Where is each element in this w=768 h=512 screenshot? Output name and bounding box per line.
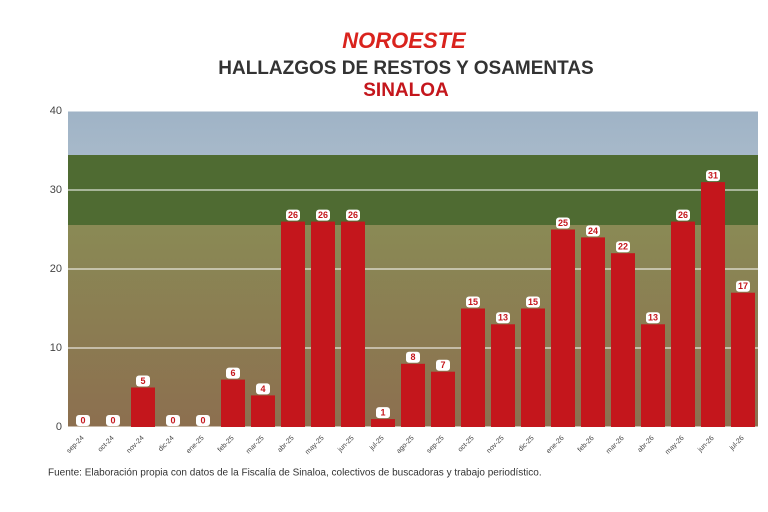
value-label-box bbox=[106, 415, 120, 426]
bar bbox=[281, 221, 305, 427]
value-label: 26 bbox=[318, 210, 328, 220]
x-tick-label: abr-25 bbox=[276, 435, 295, 454]
x-tick-label: ago-25 bbox=[395, 435, 415, 455]
bar bbox=[701, 182, 725, 427]
value-label-box bbox=[406, 351, 420, 363]
value-label: 0 bbox=[80, 415, 85, 425]
value-label-box bbox=[496, 312, 510, 324]
x-tick-label: jul-26 bbox=[728, 435, 746, 453]
x-tick-label: abr-26 bbox=[636, 435, 655, 454]
x-tick-label: mar-26 bbox=[605, 435, 626, 456]
x-tick-label: jun-25 bbox=[336, 435, 355, 454]
value-label-box bbox=[586, 225, 600, 237]
bar bbox=[521, 308, 545, 427]
bar bbox=[311, 221, 335, 427]
x-tick-label: jul-25 bbox=[368, 435, 386, 453]
y-tick-label: 0 bbox=[56, 421, 62, 433]
x-tick-label: dic-24 bbox=[157, 435, 176, 454]
x-tick-label: mar-25 bbox=[245, 435, 266, 456]
value-label: 6 bbox=[230, 368, 235, 378]
value-label-box bbox=[136, 375, 150, 387]
chart-title: HALLAZGOS DE RESTOS Y OSAMENTAS bbox=[218, 58, 593, 79]
value-label: 26 bbox=[678, 210, 688, 220]
value-label: 15 bbox=[528, 297, 538, 307]
x-tick-label: oct-24 bbox=[97, 435, 116, 454]
chart-subtitle: SINALOA bbox=[363, 80, 449, 101]
value-label: 15 bbox=[468, 297, 478, 307]
value-label: 22 bbox=[618, 242, 628, 252]
y-tick-label: 40 bbox=[50, 105, 62, 117]
value-label-box bbox=[436, 359, 450, 371]
bar bbox=[581, 237, 605, 427]
value-label-box bbox=[736, 280, 750, 292]
value-label: 1 bbox=[380, 407, 385, 417]
bar bbox=[551, 229, 575, 427]
bar bbox=[371, 419, 395, 427]
bar bbox=[491, 324, 515, 427]
value-label: 31 bbox=[708, 170, 718, 180]
y-tick-label: 30 bbox=[50, 184, 62, 196]
value-label: 26 bbox=[348, 210, 358, 220]
x-tick-label: oct-25 bbox=[457, 435, 476, 454]
bar bbox=[131, 387, 155, 427]
bar bbox=[431, 371, 455, 427]
x-tick-label: jun-26 bbox=[696, 435, 715, 454]
brand-logo: NOROESTE bbox=[342, 28, 467, 53]
x-tick-label: ene-26 bbox=[545, 435, 565, 455]
value-label-box bbox=[316, 209, 330, 221]
value-label: 8 bbox=[410, 352, 415, 362]
x-tick-label: feb-25 bbox=[217, 435, 236, 454]
x-tick-label: sep-24 bbox=[66, 435, 86, 455]
value-label-box bbox=[676, 209, 690, 221]
value-label-box bbox=[616, 241, 630, 253]
value-label: 5 bbox=[140, 376, 145, 386]
value-label: 24 bbox=[588, 226, 598, 236]
bar bbox=[671, 221, 695, 427]
value-label: 25 bbox=[558, 218, 568, 228]
value-label: 0 bbox=[200, 415, 205, 425]
x-tick-label: may-25 bbox=[304, 435, 326, 457]
value-label-box bbox=[226, 367, 240, 379]
x-tick-label: feb-26 bbox=[577, 435, 596, 454]
y-tick-label: 10 bbox=[50, 342, 62, 354]
bar bbox=[731, 292, 755, 427]
value-label: 7 bbox=[440, 360, 445, 370]
value-label: 17 bbox=[738, 281, 748, 291]
value-label-box bbox=[256, 383, 270, 395]
x-tick-label: ene-25 bbox=[185, 435, 205, 455]
value-label: 0 bbox=[110, 415, 115, 425]
value-label: 13 bbox=[648, 313, 658, 323]
value-label-box bbox=[76, 415, 90, 426]
x-tick-label: may-26 bbox=[664, 435, 686, 457]
x-tick-label: nov-24 bbox=[126, 435, 146, 455]
value-label-box bbox=[646, 312, 660, 324]
value-label: 0 bbox=[170, 415, 175, 425]
x-tick-label: dic-25 bbox=[517, 435, 536, 454]
value-label: 13 bbox=[498, 313, 508, 323]
value-label-box bbox=[556, 217, 570, 229]
value-label-box bbox=[346, 209, 360, 221]
value-label-box bbox=[166, 415, 180, 426]
x-tick-label: sep-25 bbox=[426, 435, 446, 455]
bar bbox=[461, 308, 485, 427]
bar bbox=[251, 395, 275, 427]
bar bbox=[641, 324, 665, 427]
y-tick-label: 20 bbox=[50, 263, 62, 275]
bar bbox=[341, 221, 365, 427]
value-label-box bbox=[376, 407, 390, 419]
bar bbox=[611, 253, 635, 427]
value-label: 26 bbox=[288, 210, 298, 220]
x-tick-label: nov-25 bbox=[486, 435, 506, 455]
value-label-box bbox=[196, 415, 210, 426]
value-label-box bbox=[526, 296, 540, 308]
bar bbox=[221, 379, 245, 427]
value-label: 4 bbox=[260, 384, 265, 394]
value-label-box bbox=[286, 209, 300, 221]
value-label-box bbox=[466, 296, 480, 308]
bar bbox=[401, 363, 425, 427]
value-label-box bbox=[706, 170, 720, 182]
source-note: Fuente: Elaboración propia con datos de … bbox=[48, 468, 542, 479]
